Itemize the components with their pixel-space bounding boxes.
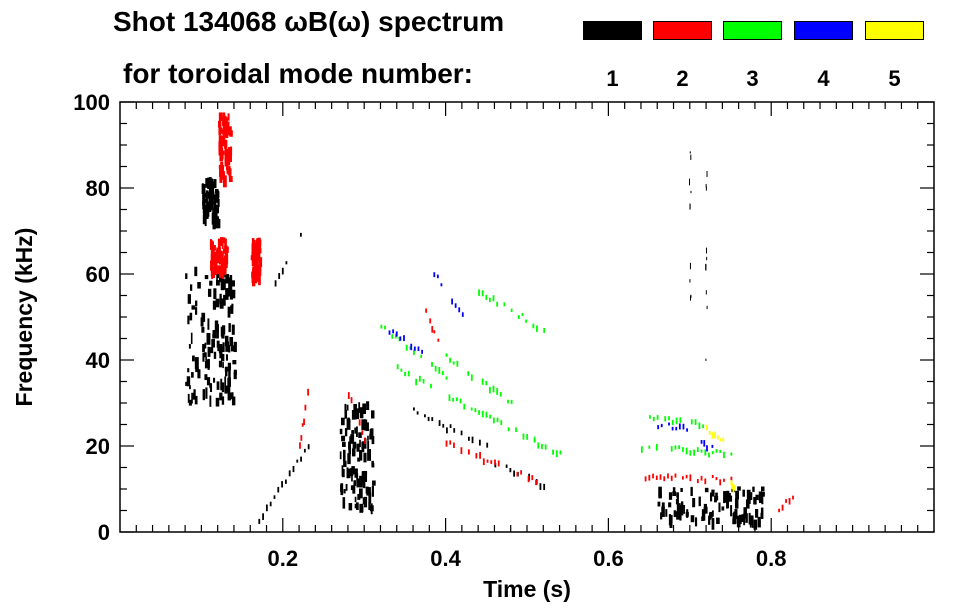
- mode-1-feature-9: [688, 151, 692, 301]
- plot-frame: [119, 101, 935, 533]
- axis-ticks: 0 20 40 60 80 100 0.2 0.4 0.6 0.8: [73, 90, 934, 571]
- x-tick-label: 0.8: [756, 546, 787, 571]
- chart-subtitle: for toroidal mode number:: [123, 58, 473, 89]
- mode-2-feature-1: [209, 237, 229, 280]
- y-axis-label: Frequency (kHz): [11, 228, 37, 407]
- mode-1-feature-3: [258, 444, 310, 524]
- mode-4-feature-1: [388, 329, 423, 354]
- mode-3-feature-2: [445, 353, 513, 405]
- mode-1-feature-2: [201, 177, 221, 230]
- y-tick-label: 40: [86, 348, 110, 373]
- mode-3-feature-1: [380, 324, 448, 380]
- mode-2-feature-3: [218, 112, 233, 188]
- x-tick-label: 0.2: [268, 546, 299, 571]
- mode-2-feature-2: [250, 237, 263, 287]
- mode-3-feature-6: [649, 415, 705, 430]
- legend-swatch-2: [653, 21, 712, 40]
- mode-2-feature-8: [644, 473, 733, 486]
- legend-label-5: 5: [888, 66, 901, 91]
- y-tick-label: 0: [98, 520, 110, 545]
- mode-1-feature-7: [494, 463, 546, 491]
- x-axis-label: Time (s): [483, 576, 571, 602]
- mode-1-feature-5: [339, 401, 376, 515]
- y-tick-label: 20: [86, 434, 110, 459]
- mode-2-feature-5: [347, 392, 366, 444]
- mode-1-feature-10: [705, 170, 708, 361]
- legend-swatch-3: [723, 21, 782, 40]
- y-tick-label: 80: [86, 176, 110, 201]
- mode-1-feature-6: [413, 407, 489, 448]
- legend-label-4: 4: [817, 66, 830, 91]
- legend-swatch-1: [583, 21, 642, 40]
- mode-2-feature-6: [425, 308, 440, 342]
- mode-4-feature-3: [657, 422, 688, 432]
- legend-label-2: 2: [676, 66, 689, 91]
- chart-title: Shot 134068 ωB(ω) spectrum: [113, 6, 505, 37]
- mode-4-feature-2: [433, 272, 464, 317]
- mode-3-feature-5: [640, 444, 733, 459]
- mode-1-feature-8: [657, 486, 765, 530]
- mode-2-feature-7: [445, 440, 537, 486]
- mode-5-feature-2: [730, 480, 736, 493]
- mode-4-feature-4: [700, 440, 714, 452]
- mode-3-feature-3: [396, 364, 562, 458]
- x-tick-label: 0.4: [430, 546, 461, 571]
- y-tick-label: 100: [73, 90, 110, 115]
- legend-label-1: 1: [606, 66, 619, 91]
- legend-swatch-5: [865, 21, 924, 40]
- mode-3-feature-4: [478, 289, 546, 333]
- mode-2-feature-9: [778, 495, 794, 513]
- mode-1-feature-1: [185, 265, 237, 407]
- y-tick-label: 60: [86, 262, 110, 287]
- data-marks: [185, 112, 794, 530]
- mode-5-feature-1: [706, 424, 725, 442]
- legend-label-3: 3: [746, 66, 759, 91]
- x-tick-label: 0.6: [593, 546, 624, 571]
- mode-2-feature-4: [299, 388, 310, 449]
- mode-1-feature-4: [274, 232, 302, 287]
- legend-swatch-4: [794, 21, 853, 40]
